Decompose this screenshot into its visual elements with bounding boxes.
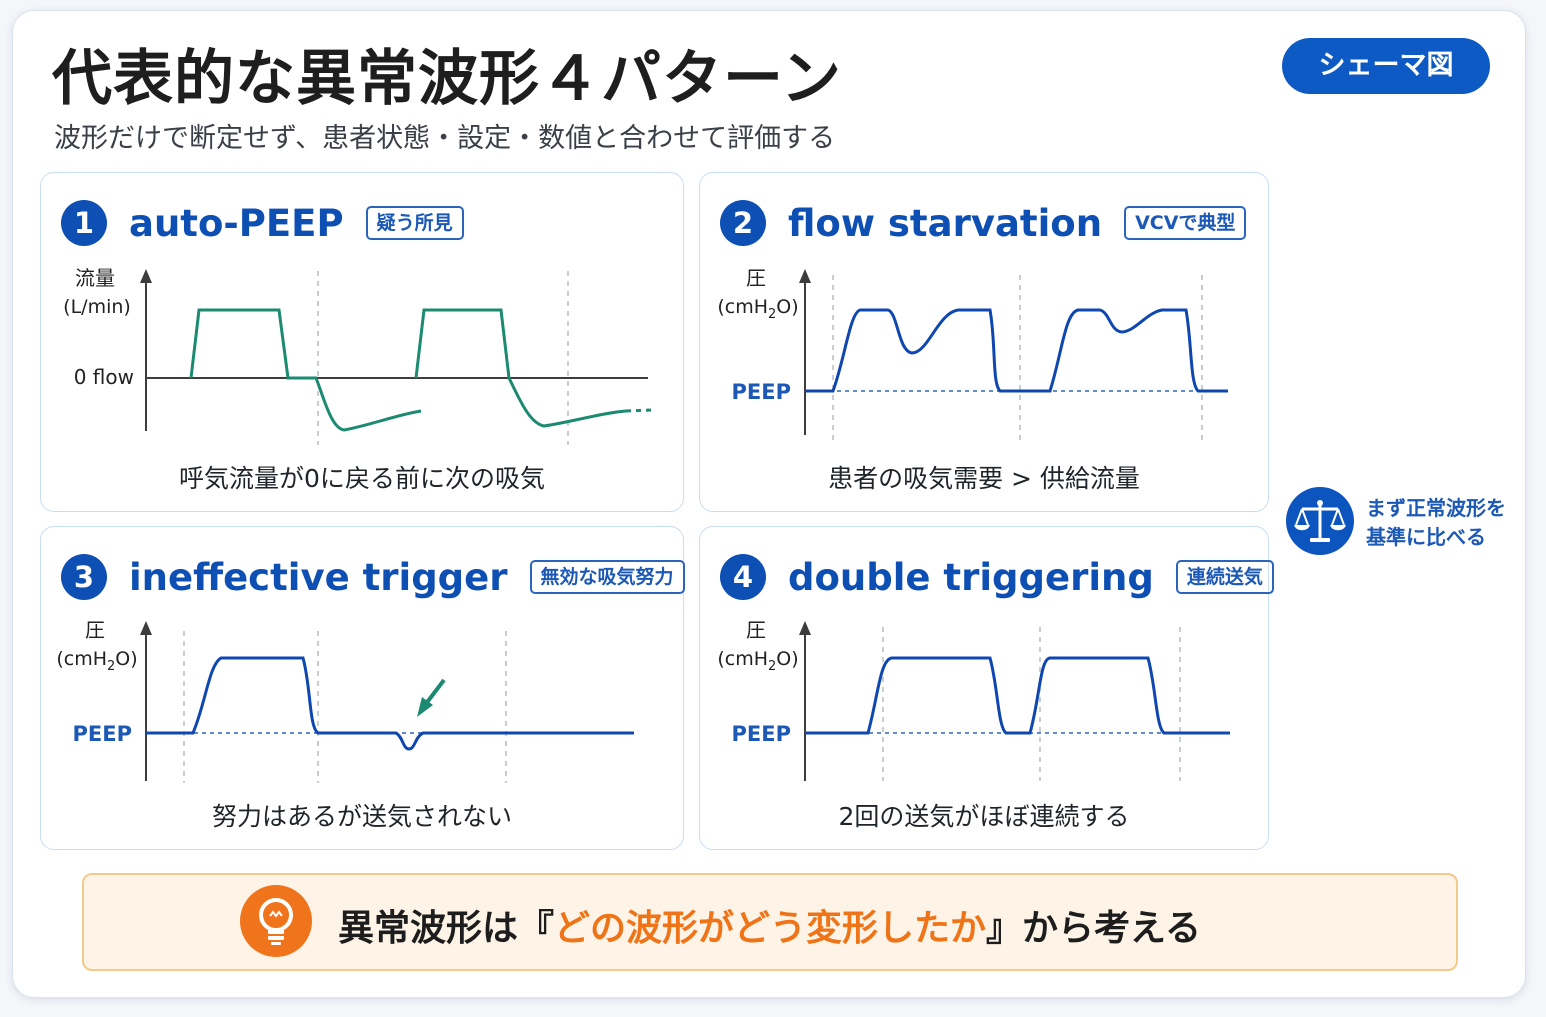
flow-trace-breath-1 [189,308,422,432]
y-axis-label: 圧 [746,266,766,290]
pressure-trace [805,656,1230,735]
panel-tag: 疑う所見 [365,206,464,240]
y-axis-label: 流量 [75,266,115,290]
page-title: 代表的な異常波形４パターン [52,44,842,114]
schema-badge: シェーマ図 [1282,38,1490,94]
pressure-trace [146,656,634,751]
flow-trace-breath-2 [414,308,627,428]
banner-prefix: 異常波形は『 [338,908,555,949]
panel-header: 2 flow starvation VCVで典型 [720,199,1247,247]
auto-peep-waveform: 流量 (L/min) 0 flow [63,266,652,445]
y-axis-unit: (cmH2O) [717,296,798,322]
side-note-line2: 基準に比べる [1366,525,1486,549]
panel-title: flow starvation [788,201,1103,245]
y-axis-label: 圧 [85,618,105,642]
baseline-label: PEEP [732,722,791,746]
scale-icon [1286,487,1354,555]
flow-trace-continuation [625,408,652,413]
ineffective-trigger-waveform: 圧 (cmH2O) PEEP [56,618,634,783]
side-note: まず正常波形を 基準に比べる [1286,484,1526,564]
banner-suffix: 』から考える [986,908,1201,949]
panel-caption: 患者の吸気需要 > 供給流量 [828,464,1140,493]
baseline-label: 0 flow [74,365,134,389]
panel-header: 3 ineffective trigger 無効な吸気努力 [61,553,685,601]
double-triggering-waveform: 圧 (cmH2O) PEEP [717,618,1230,781]
page-subtitle: 波形だけで断定せず、患者状態・設定・数値と合わせて評価する [54,123,836,154]
bottom-banner: 異常波形は『どの波形がどう変形したか』から考える [82,873,1458,971]
baseline-label: PEEP [73,722,132,746]
y-axis-label: 圧 [746,618,766,642]
y-axis-unit: (cmH2O) [56,648,137,674]
panel-title: auto-PEEP [129,201,344,245]
arrow-icon [423,678,446,707]
panel-tag: 連続送気 [1175,560,1274,594]
panel-title: double triggering [788,555,1154,599]
panel-header: 4 double triggering 連続送気 [720,553,1274,601]
banner-text: 異常波形は『どの波形がどう変形したか』から考える [338,899,1201,951]
panel-number: 4 [720,554,766,600]
panel-tag: 無効な吸気努力 [529,560,685,594]
panel-tag: VCVで典型 [1124,206,1247,240]
panel-ineffective-trigger: 3 ineffective trigger 無効な吸気努力 圧 (cmH2O) … [40,526,685,850]
panel-caption: 努力はあるが送気されない [211,802,512,831]
side-note-text: まず正常波形を 基準に比べる [1366,494,1506,552]
y-axis-unit: (L/min) [63,296,131,318]
y-axis-unit: (cmH2O) [717,648,798,674]
panel-caption: 2回の送気がほぼ連続する [838,802,1130,831]
panel-number: 1 [61,200,107,246]
banner-highlight: どの波形がどう変形したか [554,908,987,949]
panel-caption: 呼気流量が0に戻る前に次の吸気 [179,464,545,493]
panel-double-triggering: 4 double triggering 連続送気 圧 (cmH2O) PEEP … [699,526,1274,850]
panel-number: 3 [61,554,107,600]
panel-header: 1 auto-PEEP 疑う所見 [61,199,464,247]
panel-title: ineffective trigger [129,555,508,599]
lightbulb-icon [240,885,312,957]
baseline-label: PEEP [732,380,791,404]
panel-flow-starvation: 2 flow starvation VCVで典型 圧 (cmH2O) PEEP … [699,172,1269,512]
arrow-head [417,697,433,717]
panel-auto-peep: 1 auto-PEEP 疑う所見 流量 (L/min) 0 flow 呼気流量が… [40,172,684,512]
flow-starvation-waveform: 圧 (cmH2O) PEEP [717,266,1228,445]
panel-number: 2 [720,200,766,246]
side-note-line1: まず正常波形を [1366,496,1506,520]
pressure-trace [805,308,1228,393]
